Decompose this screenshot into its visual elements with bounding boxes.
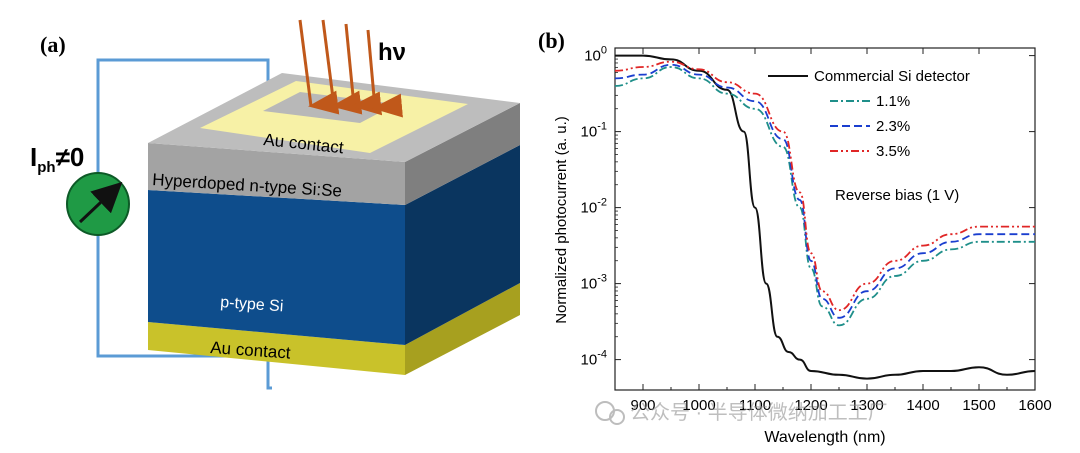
x-tick-labels: 900 1000 1100 1200 1300 1400 1500 1600 xyxy=(630,397,1051,414)
substrate-side xyxy=(405,145,520,345)
x-tick-label: 900 xyxy=(630,397,655,414)
x-tick-label: 1100 xyxy=(739,397,771,414)
photon-arrow-icon xyxy=(366,29,403,118)
axis-ticks xyxy=(614,48,1036,390)
y-tick-label: 100 xyxy=(584,45,607,65)
top-wire xyxy=(96,58,270,175)
y-tick-label: 10-1 xyxy=(581,121,607,141)
wechat-icon xyxy=(609,409,625,425)
x-tick-label: 1300 xyxy=(850,397,883,414)
legend-entry: 1.1% xyxy=(876,93,910,110)
photocurrent-label: Iph≠0 xyxy=(30,142,84,176)
substrate-label: p-type Si xyxy=(220,294,284,315)
photon-arrows xyxy=(298,19,403,118)
x-axis-label: Wavelength (nm) xyxy=(764,429,885,446)
bottom-gold-front xyxy=(148,322,405,375)
panel-b: (b) 900 1000 1100 1200 1300 1400 1500 1600 10-4… xyxy=(538,28,1052,446)
device-stack xyxy=(148,73,520,375)
x-tick-label: 1200 xyxy=(794,397,827,414)
y-axis-label: Normalized photocurrent (a. u.) xyxy=(553,116,570,324)
ammeter-needle-icon xyxy=(78,181,123,224)
x-tick-label: 1000 xyxy=(682,397,715,414)
panel-a: (a) Iph≠0 xyxy=(30,19,520,390)
photon-arrow-icon xyxy=(344,23,383,116)
photon-energy-label: hν xyxy=(378,39,406,66)
series-line-1 xyxy=(615,54,1036,380)
bias-annotation: Reverse bias (1 V) xyxy=(835,187,959,204)
legend-entry: Commercial Si detector xyxy=(814,68,970,85)
photocurrent-chart: 900 1000 1100 1200 1300 1400 1500 1600 10-4 10-3… xyxy=(553,45,1052,446)
panel-b-label: (b) xyxy=(538,28,565,53)
panel-a-label: (a) xyxy=(40,32,66,57)
legend-entry: 2.3% xyxy=(876,118,910,135)
y-tick-label: 10-4 xyxy=(581,349,607,369)
hyperdoped-front xyxy=(148,143,405,205)
ammeter xyxy=(66,172,130,236)
hyperdoped-side xyxy=(405,103,520,205)
series-lines xyxy=(614,54,1036,380)
y-tick-label: 10-3 xyxy=(581,273,607,293)
series-line-3 xyxy=(614,63,1035,319)
y-tick-labels: 10-4 10-3 10-2 10-1 100 xyxy=(581,45,607,369)
wechat-icon xyxy=(595,401,615,421)
watermark: 公众号 · 半导体微纳加工工厂 xyxy=(595,401,888,425)
photon-arrow-icon xyxy=(298,19,340,115)
photon-arrow-icon xyxy=(321,19,363,115)
watermark-text: 公众号 · 半导体微纳加工工厂 xyxy=(630,401,888,424)
x-tick-label: 1500 xyxy=(962,397,995,414)
x-tick-label: 1600 xyxy=(1018,397,1051,414)
legend-entry: 3.5% xyxy=(876,143,910,160)
x-tick-label: 1400 xyxy=(906,397,939,414)
series-line-2 xyxy=(614,66,1035,327)
plot-frame xyxy=(614,47,1036,391)
substrate-front xyxy=(148,190,405,345)
bottom-gold-side xyxy=(405,283,520,375)
y-tick-label: 10-2 xyxy=(581,197,607,217)
legend: Commercial Si detector 1.1% 2.3% 3.5% xyxy=(768,68,970,160)
series-line-4 xyxy=(614,60,1035,312)
